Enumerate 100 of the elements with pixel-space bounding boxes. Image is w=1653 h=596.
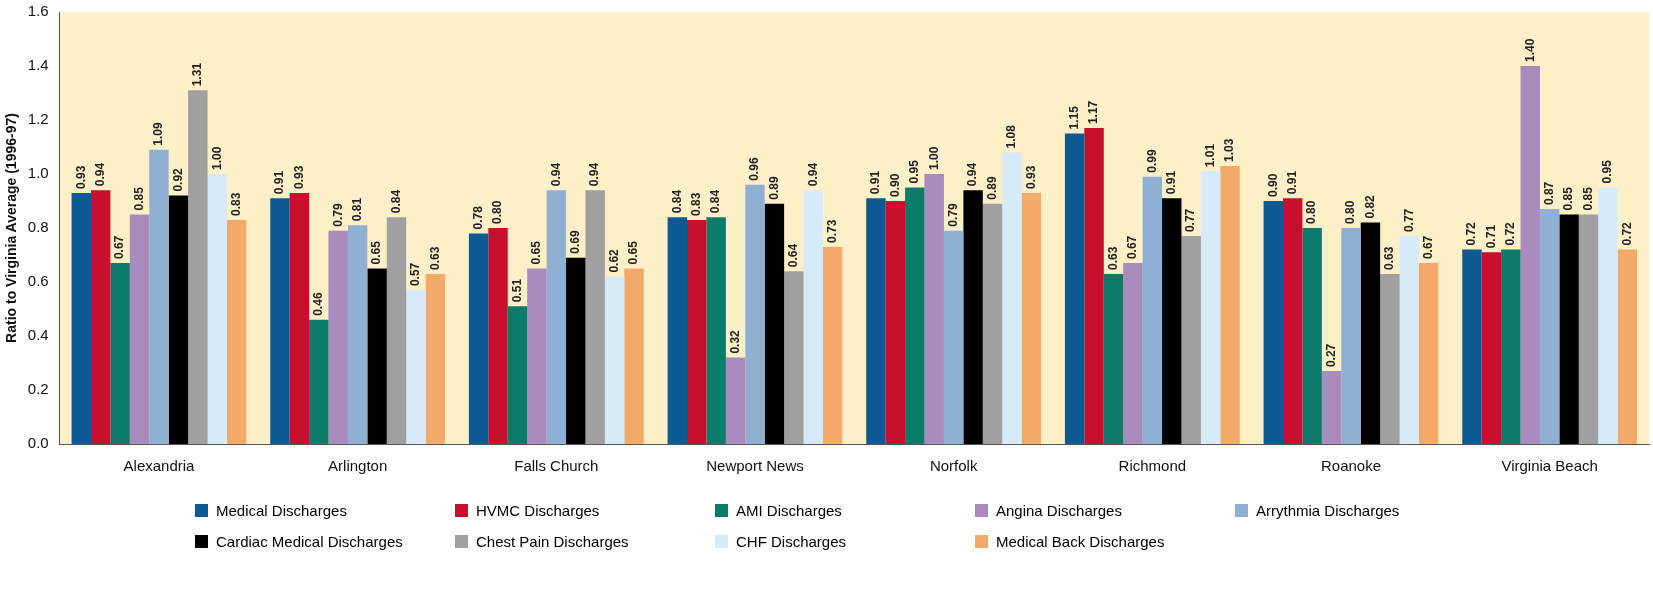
- data-label: 0.63: [1105, 246, 1120, 270]
- legend-label: Medical Discharges: [216, 502, 347, 519]
- x-tick-label: Alexandria: [123, 457, 196, 475]
- y-tick-label: 1.0: [27, 164, 49, 182]
- data-label: 0.62: [606, 248, 621, 273]
- data-label: 0.89: [766, 176, 781, 200]
- bar: [784, 271, 804, 444]
- bar: [1181, 236, 1201, 444]
- data-label: 0.91: [272, 170, 287, 195]
- bar: [406, 290, 426, 444]
- bar: [687, 219, 707, 444]
- bar: [725, 357, 746, 444]
- x-tick-label: Newport News: [706, 457, 804, 475]
- bar: [1481, 252, 1502, 444]
- bar: [328, 230, 348, 444]
- y-tick-label: 1.2: [27, 110, 49, 128]
- data-label: 0.91: [868, 170, 883, 195]
- data-label: 0.67: [1421, 235, 1436, 260]
- bar: [604, 276, 625, 444]
- data-label: 0.77: [1401, 208, 1416, 233]
- data-label: 0.65: [369, 240, 384, 265]
- y-tick-label: 0.0: [27, 434, 49, 452]
- x-tick-label: Virginia Beach: [1501, 457, 1598, 475]
- data-label: 0.72: [1503, 221, 1518, 246]
- data-label: 0.93: [291, 165, 306, 189]
- data-label: 0.84: [388, 189, 403, 214]
- data-label: 0.79: [945, 203, 960, 227]
- bar: [1021, 192, 1042, 444]
- bar: [188, 90, 208, 444]
- legend-label: Chest Pain Discharges: [476, 533, 629, 550]
- bar: [289, 192, 310, 444]
- bar: [347, 225, 368, 444]
- data-label: 0.27: [1323, 343, 1338, 368]
- y-axis-title: Ratio to Virginia Average (1996-97): [3, 113, 20, 343]
- data-label: 0.72: [1619, 221, 1634, 246]
- bar: [624, 268, 644, 444]
- bar: [488, 228, 508, 444]
- bar: [1142, 176, 1163, 444]
- bar: [1598, 187, 1618, 444]
- data-label: 0.81: [349, 197, 364, 222]
- bar: [1283, 198, 1303, 444]
- y-tick-label: 1.6: [27, 2, 49, 20]
- bar: [706, 217, 726, 444]
- y-tick-label: 1.4: [27, 56, 49, 74]
- bar: [924, 174, 944, 444]
- bar: [1520, 66, 1540, 444]
- bar: [1418, 263, 1439, 444]
- data-label: 0.93: [1023, 165, 1038, 189]
- bar: [1578, 214, 1599, 444]
- data-label: 0.46: [311, 292, 326, 316]
- data-label: 0.83: [689, 192, 704, 216]
- bar: [226, 219, 247, 444]
- data-label: 1.40: [1522, 38, 1537, 62]
- bar: [1462, 249, 1482, 444]
- data-label: 1.09: [151, 122, 166, 146]
- data-label: 0.82: [1362, 194, 1377, 219]
- data-label: 0.93: [73, 165, 88, 189]
- data-label: 0.67: [1125, 235, 1140, 260]
- bar: [1321, 371, 1342, 444]
- bar: [1539, 209, 1560, 444]
- data-label: 0.63: [427, 246, 442, 270]
- data-label: 1.00: [926, 146, 941, 170]
- data-label: 0.96: [747, 157, 762, 181]
- data-label: 1.08: [1004, 124, 1019, 149]
- bar: [1123, 263, 1143, 444]
- data-label: 0.92: [170, 167, 185, 192]
- bar: [866, 198, 886, 444]
- data-label: 0.79: [330, 203, 345, 227]
- bar: [207, 174, 227, 444]
- legend-label: AMI Discharges: [736, 502, 842, 519]
- data-label: 0.72: [1464, 221, 1479, 246]
- bar: [110, 263, 130, 444]
- data-label: 0.90: [1265, 173, 1280, 197]
- data-label: 0.73: [825, 219, 840, 243]
- bar: [507, 306, 528, 444]
- data-label: 0.94: [965, 162, 980, 187]
- data-label: 0.94: [587, 162, 602, 187]
- data-label: 0.78: [470, 205, 485, 230]
- data-label: 0.85: [1580, 186, 1595, 211]
- bar: [963, 190, 983, 444]
- bar: [585, 190, 605, 444]
- bar: [885, 201, 906, 444]
- data-label: 1.00: [209, 146, 224, 170]
- data-label: 1.03: [1222, 138, 1237, 162]
- data-label: 0.91: [1285, 170, 1300, 195]
- data-label: 0.85: [131, 186, 146, 211]
- data-label: 0.71: [1483, 224, 1498, 249]
- data-label: 0.65: [626, 240, 641, 265]
- bar: [822, 246, 843, 444]
- bar: [168, 195, 189, 444]
- bar: [1162, 198, 1182, 444]
- data-label: 0.94: [805, 162, 820, 187]
- bar: [1200, 171, 1221, 444]
- bar: [425, 273, 446, 444]
- legend-label: Cardiac Medical Discharges: [216, 533, 403, 550]
- bar: [905, 187, 925, 444]
- bar: [1103, 273, 1124, 444]
- data-label: 0.51: [509, 278, 524, 303]
- data-label: 0.85: [1561, 186, 1576, 211]
- bar: [129, 214, 150, 444]
